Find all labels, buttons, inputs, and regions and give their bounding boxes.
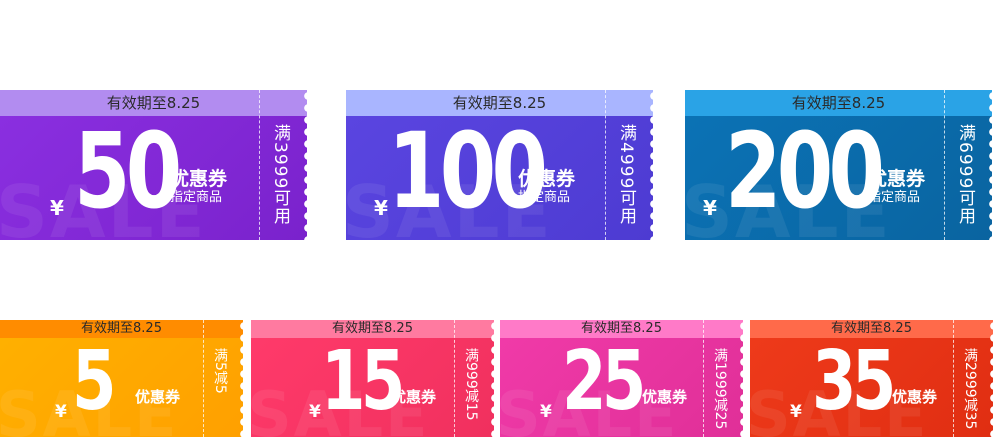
coupon-validity: 有效期至8.25 [251, 320, 494, 338]
coupon-15[interactable]: 有效期至8.25 SALE ¥ 15 优惠券 满999减15 [251, 320, 494, 437]
sale-watermark: SALE [0, 170, 207, 240]
coupon-divider [944, 90, 945, 240]
coupon-25[interactable]: 有效期至8.25 SALE ¥ 25 优惠券 满1999减25 [500, 320, 743, 437]
coupon-divider [605, 90, 606, 240]
coupon-title: 优惠券 [391, 388, 437, 406]
currency-symbol: ¥ [540, 402, 552, 422]
perforated-edge [488, 320, 494, 437]
sale-watermark: SALE [0, 378, 179, 437]
sale-watermark: SALE [750, 378, 929, 437]
coupon-divider [953, 320, 954, 437]
coupon-body: SALE ¥ 50 优惠券 指定商品 满3999可用 [0, 110, 307, 240]
perforated-edge [986, 90, 992, 240]
sale-watermark: SALE [685, 170, 892, 240]
coupon-validity: 有效期至8.25 [500, 320, 743, 338]
currency-symbol: ¥ [309, 402, 321, 422]
coupon-body: SALE ¥ 5 优惠券 满5减5 [0, 334, 243, 437]
currency-symbol: ¥ [50, 196, 64, 220]
coupon-35[interactable]: 有效期至8.25 SALE ¥ 35 优惠券 满2999减35 [750, 320, 993, 437]
coupon-amount: 15 [321, 334, 405, 429]
coupon-subtitle: 指定商品 [170, 190, 223, 205]
coupon-divider [703, 320, 704, 437]
coupon-subtitle: 指定商品 [518, 190, 571, 205]
coupon-5[interactable]: 有效期至8.25 SALE ¥ 5 优惠券 满5减5 [0, 320, 243, 437]
sale-watermark: SALE [500, 378, 679, 437]
currency-symbol: ¥ [374, 196, 388, 220]
coupon-subtitle: 指定商品 [868, 190, 921, 205]
coupon-condition: 满999减15 [463, 348, 479, 421]
coupon-amount: 100 [388, 110, 548, 232]
coupon-body: SALE ¥ 25 优惠券 满1999减25 [500, 334, 743, 437]
coupon-body: SALE ¥ 35 优惠券 满2999减35 [750, 334, 993, 437]
coupon-title: 优惠券 [518, 168, 576, 190]
coupon-divider [454, 320, 455, 437]
coupon-amount: 50 [74, 110, 182, 232]
coupon-condition: 满5减5 [212, 348, 228, 394]
sale-watermark: SALE [346, 170, 553, 240]
coupon-validity: 有效期至8.25 [346, 90, 653, 116]
coupon-title: 优惠券 [868, 168, 926, 190]
coupon-100[interactable]: 有效期至8.25 SALE ¥ 100 优惠券 指定商品 满4999可用 [346, 90, 653, 240]
sale-watermark: SALE [251, 378, 430, 437]
coupon-validity: 有效期至8.25 [750, 320, 993, 338]
coupon-divider [259, 90, 260, 240]
coupon-title: 优惠券 [135, 388, 181, 406]
perforated-edge [737, 320, 743, 437]
coupon-title: 优惠券 [170, 168, 228, 190]
perforated-edge [987, 320, 993, 437]
coupon-validity: 有效期至8.25 [685, 90, 992, 116]
coupon-amount: 25 [562, 334, 646, 429]
coupon-50[interactable]: 有效期至8.25 SALE ¥ 50 优惠券 指定商品 满3999可用 [0, 90, 307, 240]
perforated-edge [647, 90, 653, 240]
coupon-validity: 有效期至8.25 [0, 320, 243, 338]
coupon-body: SALE ¥ 200 优惠券 指定商品 满6999可用 [685, 110, 992, 240]
coupon-title: 优惠券 [642, 388, 688, 406]
coupon-condition: 满1999减25 [712, 348, 728, 430]
coupon-condition: 满2999减35 [962, 348, 978, 430]
coupon-validity: 有效期至8.25 [0, 90, 307, 116]
coupon-condition: 满3999可用 [270, 124, 290, 226]
currency-symbol: ¥ [790, 402, 802, 422]
coupon-divider [203, 320, 204, 437]
coupon-condition: 满4999可用 [616, 124, 636, 226]
coupon-body: SALE ¥ 15 优惠券 满999减15 [251, 334, 494, 437]
coupon-amount: 5 [72, 334, 117, 429]
perforated-edge [301, 90, 307, 240]
perforated-edge [237, 320, 243, 437]
coupon-amount: 200 [725, 110, 885, 232]
coupon-body: SALE ¥ 100 优惠券 指定商品 满4999可用 [346, 110, 653, 240]
coupon-condition: 满6999可用 [955, 124, 975, 226]
currency-symbol: ¥ [703, 196, 717, 220]
coupon-title: 优惠券 [892, 388, 938, 406]
coupon-200[interactable]: 有效期至8.25 SALE ¥ 200 优惠券 指定商品 满6999可用 [685, 90, 992, 240]
currency-symbol: ¥ [55, 402, 67, 422]
coupon-amount: 35 [812, 334, 896, 429]
